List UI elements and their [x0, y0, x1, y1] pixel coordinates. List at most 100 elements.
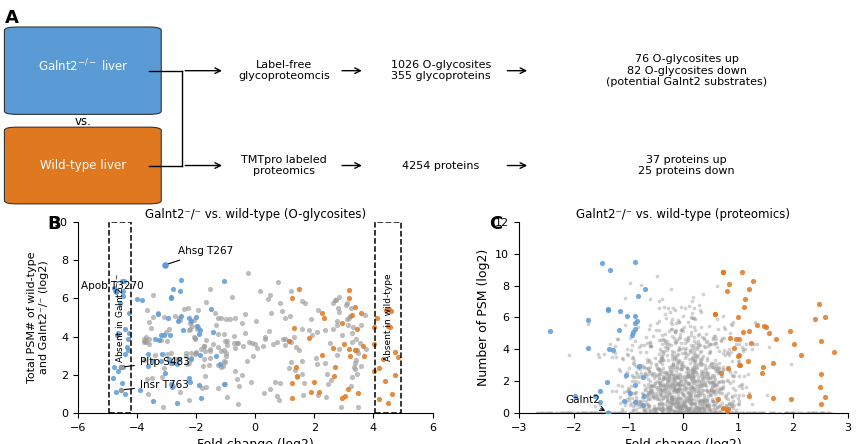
Point: [155, 336, 169, 343]
Point: [292, 286, 306, 293]
Point: [157, 364, 170, 371]
Point: [231, 340, 245, 347]
Point: [543, 409, 557, 416]
Point: [762, 343, 776, 350]
Point: [110, 332, 124, 339]
Point: [677, 403, 691, 410]
Point: [698, 361, 712, 369]
Point: [685, 355, 699, 362]
Point: [807, 409, 821, 416]
Point: [348, 303, 362, 310]
Point: [658, 400, 672, 408]
Point: [695, 359, 708, 366]
Point: [647, 405, 661, 412]
Point: [660, 340, 674, 347]
Point: [742, 392, 756, 400]
Point: [631, 374, 644, 381]
Point: [656, 408, 670, 415]
Point: [163, 359, 177, 366]
Point: [649, 383, 663, 390]
Point: [654, 387, 668, 394]
Point: [695, 377, 709, 384]
FancyBboxPatch shape: [4, 127, 161, 204]
Point: [586, 409, 599, 416]
Point: [638, 349, 652, 356]
Point: [787, 409, 801, 416]
Point: [662, 344, 676, 351]
Point: [670, 365, 684, 372]
Point: [657, 337, 671, 344]
Point: [650, 319, 664, 326]
Point: [239, 329, 253, 336]
Point: [628, 325, 642, 332]
Point: [379, 306, 393, 313]
Point: [297, 380, 311, 387]
Point: [676, 362, 690, 369]
Point: [710, 316, 724, 323]
Point: [673, 375, 687, 382]
Point: [579, 409, 593, 416]
Point: [697, 335, 711, 342]
Point: [625, 372, 639, 379]
Point: [670, 361, 683, 368]
Point: [541, 409, 554, 416]
Point: [581, 409, 595, 416]
Point: [687, 409, 701, 416]
Point: [556, 409, 570, 416]
Point: [215, 348, 228, 355]
Point: [218, 380, 232, 387]
Point: [631, 317, 644, 325]
Point: [682, 405, 696, 412]
Point: [705, 384, 719, 391]
Point: [681, 397, 695, 404]
Point: [678, 377, 692, 385]
Point: [649, 361, 663, 368]
Point: [778, 409, 792, 416]
Point: [289, 344, 303, 351]
Point: [279, 336, 292, 343]
Point: [728, 335, 742, 342]
Point: [189, 313, 202, 321]
Point: [720, 409, 734, 416]
Point: [334, 404, 348, 411]
Point: [703, 375, 717, 382]
Point: [732, 341, 746, 348]
Point: [742, 328, 756, 335]
Point: [657, 350, 670, 357]
Point: [326, 345, 340, 352]
Point: [304, 316, 317, 323]
Point: [652, 365, 666, 372]
Point: [685, 399, 699, 406]
Point: [721, 365, 735, 372]
Text: Pltp S483: Pltp S483: [124, 357, 189, 367]
Point: [680, 373, 694, 380]
Point: [706, 379, 720, 386]
Point: [558, 409, 572, 416]
Point: [678, 374, 692, 381]
Point: [663, 405, 676, 412]
Point: [641, 391, 655, 398]
Point: [602, 345, 616, 353]
Point: [209, 321, 223, 328]
Point: [638, 408, 652, 415]
Point: [820, 409, 834, 416]
Point: [593, 387, 607, 394]
Point: [705, 361, 719, 368]
Point: [808, 409, 822, 416]
Point: [728, 391, 742, 398]
Point: [691, 374, 705, 381]
Point: [678, 305, 692, 312]
Point: [672, 403, 686, 410]
Point: [691, 409, 705, 416]
Point: [733, 398, 746, 405]
Point: [665, 400, 679, 407]
Point: [714, 399, 728, 406]
Point: [685, 377, 699, 384]
Point: [712, 386, 726, 393]
Point: [673, 365, 687, 373]
Point: [670, 381, 684, 388]
Point: [686, 293, 700, 301]
Point: [644, 383, 658, 390]
Point: [670, 399, 684, 406]
Point: [162, 356, 176, 363]
